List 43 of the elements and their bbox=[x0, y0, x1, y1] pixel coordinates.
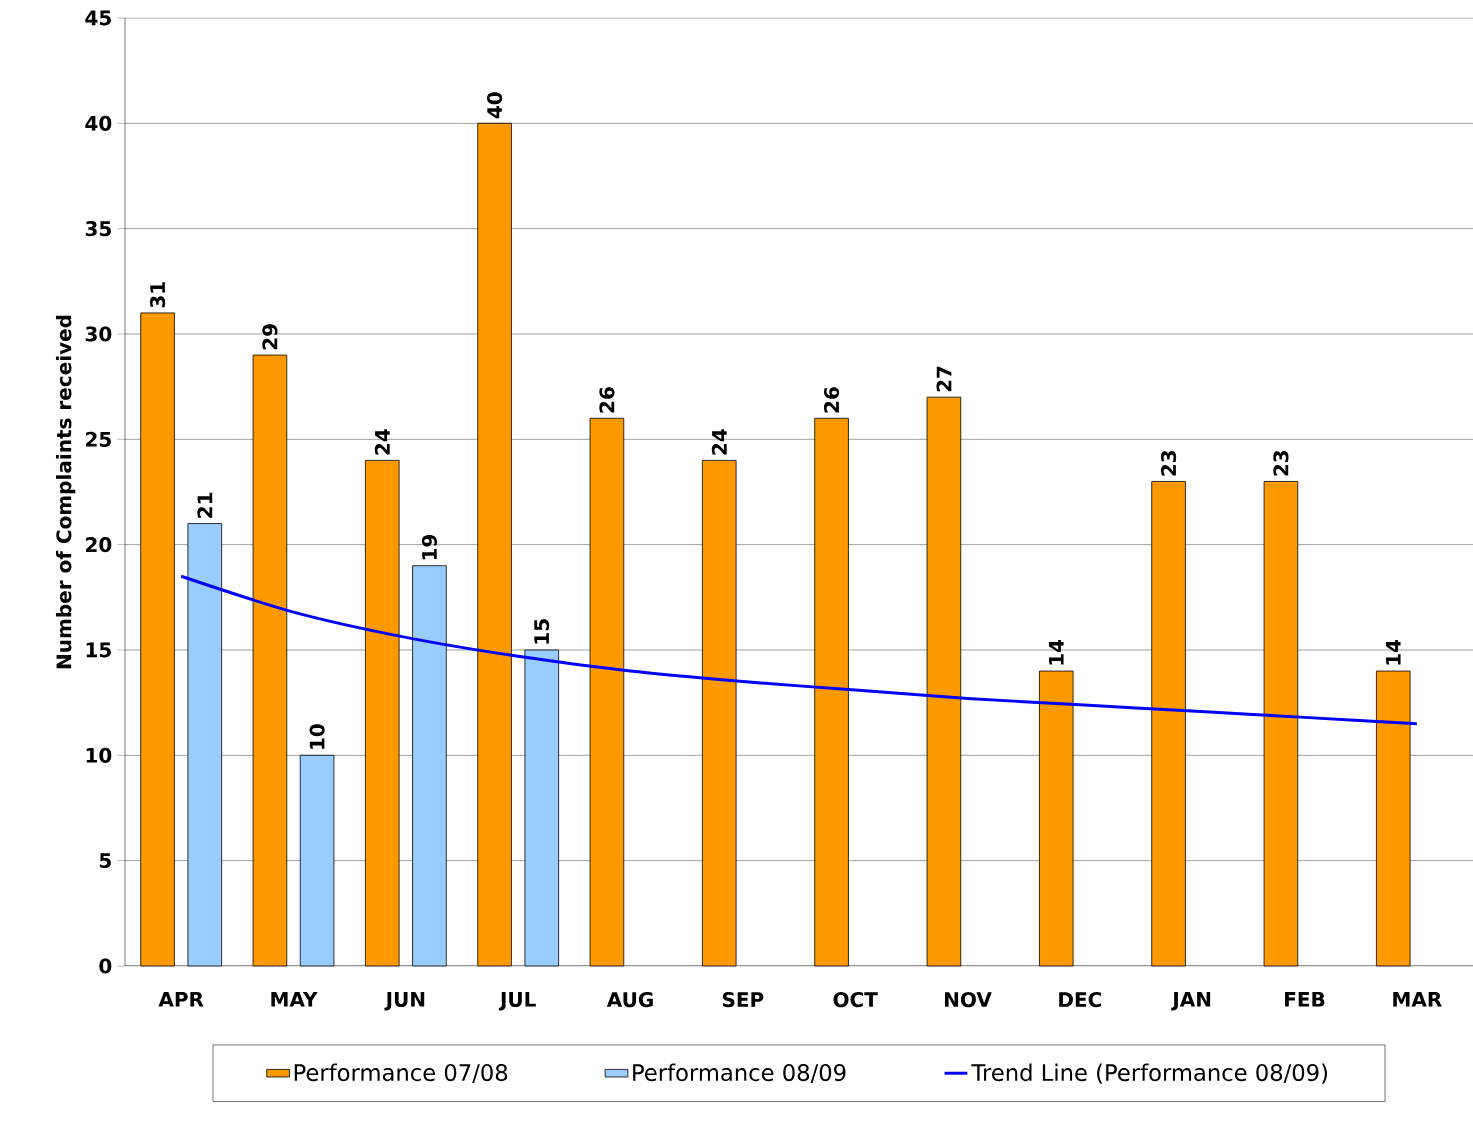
x-tick-label: JAN bbox=[1171, 992, 1211, 1011]
line-series bbox=[179, 574, 1419, 726]
data-label: 40 bbox=[487, 92, 503, 119]
y-tick-label: 15 bbox=[86, 642, 111, 658]
x-tick-label: NOV bbox=[945, 992, 992, 1008]
y-tick-label: 5 bbox=[99, 853, 111, 869]
x-tick-label: JUL bbox=[498, 992, 536, 1011]
data-label: 29 bbox=[262, 324, 278, 350]
data-label: 27 bbox=[936, 366, 952, 392]
data-label: 23 bbox=[1273, 450, 1289, 476]
data-label: 10 bbox=[309, 724, 325, 749]
x-tick-label: DEC bbox=[1059, 992, 1102, 1008]
y-tick-label: 0 bbox=[99, 958, 112, 974]
y-axis-title: Number of Complaints received bbox=[55, 315, 76, 669]
data-label: 14 bbox=[1048, 639, 1064, 665]
x-tick-label: MAY bbox=[271, 992, 318, 1007]
data-label: 24 bbox=[711, 429, 727, 455]
legend-label: Performance 07/08 bbox=[294, 1063, 508, 1083]
x-tick-label: OCT bbox=[833, 992, 878, 1008]
y-tick-label: 25 bbox=[86, 431, 111, 447]
data-label: 26 bbox=[824, 387, 840, 413]
y-tick-label: 10 bbox=[86, 747, 112, 763]
x-tick-label: SEP bbox=[722, 992, 764, 1008]
data-label: 14 bbox=[1385, 639, 1401, 665]
y-tick-label: 20 bbox=[86, 537, 112, 553]
x-tick-label: FEB bbox=[1285, 992, 1325, 1007]
data-label: 21 bbox=[197, 492, 213, 518]
legend-label: Trend Line (Performance 08/09) bbox=[971, 1063, 1328, 1084]
data-label: 26 bbox=[599, 387, 615, 413]
y-tick-label: 40 bbox=[85, 115, 112, 131]
x-tick-label: AUG bbox=[606, 992, 653, 1008]
y-tick-label: 35 bbox=[85, 221, 111, 237]
data-label: 24 bbox=[374, 429, 390, 455]
x-tick-label: MAR bbox=[1393, 992, 1442, 1007]
data-label: 19 bbox=[421, 534, 437, 560]
y-tick-label: 45 bbox=[85, 10, 111, 26]
y-tick-label: 30 bbox=[85, 326, 112, 342]
data-label: 23 bbox=[1161, 450, 1177, 476]
x-tick-label: JUN bbox=[384, 992, 425, 1011]
data-label: 15 bbox=[534, 619, 550, 644]
x-tick-label: APR bbox=[158, 992, 204, 1007]
data-label: 31 bbox=[150, 282, 166, 308]
legend-label: Performance 08/09 bbox=[633, 1063, 846, 1083]
